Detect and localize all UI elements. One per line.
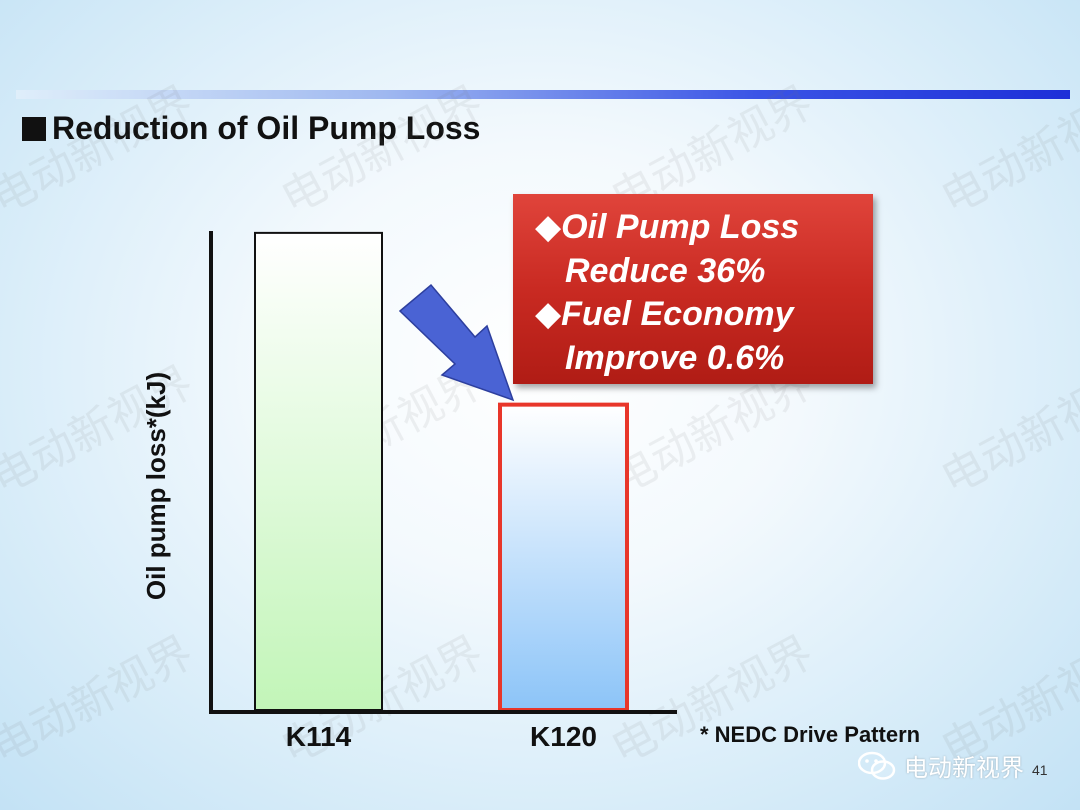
wechat-watermark-logo: 电动新视界 <box>858 748 1024 783</box>
page-number: 41 <box>1032 762 1048 778</box>
callout-line-reduce: Reduce 36% <box>565 251 766 290</box>
slide-title-text: Reduction of Oil Pump Loss <box>52 110 481 146</box>
bar-k120 <box>498 402 629 712</box>
reduction-arrow <box>398 283 515 402</box>
watermark-brand-text: 电动新视界 <box>904 754 1024 782</box>
callout-box: ◆Oil Pump Loss Reduce 36% ◆Fuel Economy … <box>513 194 873 384</box>
footnote: * NEDC Drive Pattern <box>700 722 921 747</box>
bar-k114 <box>254 231 383 712</box>
slide-title: Reduction of Oil Pump Loss <box>22 110 480 147</box>
category-label-k114: K114 <box>286 721 352 752</box>
square-bullet-icon <box>22 117 46 141</box>
y-axis-label: Oil pump loss*(kJ) <box>141 372 171 600</box>
title-underline-bar <box>16 90 1070 99</box>
callout-line-oil-pump-loss: ◆Oil Pump Loss <box>535 208 800 246</box>
wechat-icon <box>858 751 896 780</box>
callout-line-improve: Improve 0.6% <box>565 338 785 377</box>
callout-line-fuel-economy: ◆Fuel Economy <box>535 295 794 333</box>
category-label-k120: K120 <box>530 721 597 752</box>
